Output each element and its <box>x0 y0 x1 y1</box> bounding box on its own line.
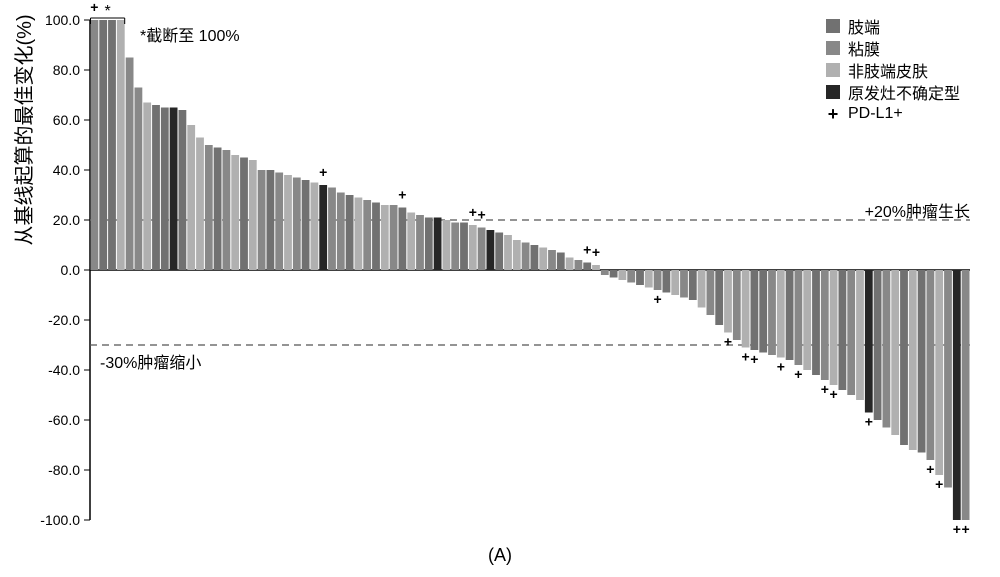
legend-label: 原发灶不确定型 <box>848 80 960 104</box>
legend-swatch <box>826 85 840 99</box>
svg-text:-40.0: -40.0 <box>48 362 80 378</box>
svg-text:+: + <box>592 244 600 260</box>
y-axis-label: 从基线起算的最佳变化(%) <box>8 14 37 245</box>
svg-text:+: + <box>926 461 934 477</box>
svg-text:+: + <box>654 291 662 307</box>
svg-text:0.0: 0.0 <box>61 262 81 278</box>
svg-text:+: + <box>865 414 873 430</box>
legend-swatch <box>826 63 840 77</box>
legend-item: 肢端 <box>826 16 960 36</box>
svg-text:+: + <box>742 349 750 365</box>
plus-icon: + <box>826 107 840 121</box>
svg-text:+: + <box>398 187 406 203</box>
svg-text:+: + <box>953 521 961 537</box>
svg-text:-20.0: -20.0 <box>48 312 80 328</box>
legend-label: 非肢端皮肤 <box>848 58 928 82</box>
svg-text:-100.0: -100.0 <box>40 512 80 528</box>
svg-text:+: + <box>821 381 829 397</box>
svg-text:+: + <box>724 334 732 350</box>
truncation-note: *截断至 100% <box>140 22 240 46</box>
svg-text:+: + <box>935 476 943 492</box>
legend-label: 粘膜 <box>848 36 880 60</box>
svg-text:-80.0: -80.0 <box>48 462 80 478</box>
figure-label: (A) <box>488 545 512 566</box>
svg-text:*: * <box>104 3 110 20</box>
svg-text:+: + <box>478 207 486 223</box>
svg-text:+: + <box>830 386 838 402</box>
legend-swatch <box>826 41 840 55</box>
svg-text:+: + <box>794 366 802 382</box>
legend-label: PD-L1+ <box>848 105 903 123</box>
svg-text:80.0: 80.0 <box>53 62 80 78</box>
svg-text:20.0: 20.0 <box>53 212 80 228</box>
legend-item: 非肢端皮肤 <box>826 60 960 80</box>
legend-label: 肢端 <box>848 14 880 38</box>
svg-text:+: + <box>583 242 591 258</box>
legend-item-pdl1: + PD-L1+ <box>826 104 960 124</box>
svg-text:+: + <box>319 164 327 180</box>
legend: 肢端 粘膜 非肢端皮肤 原发灶不确定型 + PD-L1+ <box>826 16 960 126</box>
svg-text:+: + <box>750 351 758 367</box>
svg-text:+: + <box>962 521 970 537</box>
svg-text:+: + <box>90 0 98 15</box>
svg-text:+: + <box>469 204 477 220</box>
svg-text:+: + <box>777 359 785 375</box>
svg-text:40.0: 40.0 <box>53 162 80 178</box>
svg-text:100.0: 100.0 <box>45 12 80 28</box>
svg-text:-60.0: -60.0 <box>48 412 80 428</box>
legend-swatch <box>826 19 840 33</box>
legend-item: 原发灶不确定型 <box>826 82 960 102</box>
svg-text:60.0: 60.0 <box>53 112 80 128</box>
legend-item: 粘膜 <box>826 38 960 58</box>
shrink-annotation: -30%肿瘤缩小 <box>100 349 201 373</box>
waterfall-chart: -100.0 -80.0 -60.0 -40.0 -20.0 0.0 20.0 40.0 60.… <box>0 0 1000 577</box>
growth-annotation: +20%肿瘤生长 <box>865 198 970 222</box>
